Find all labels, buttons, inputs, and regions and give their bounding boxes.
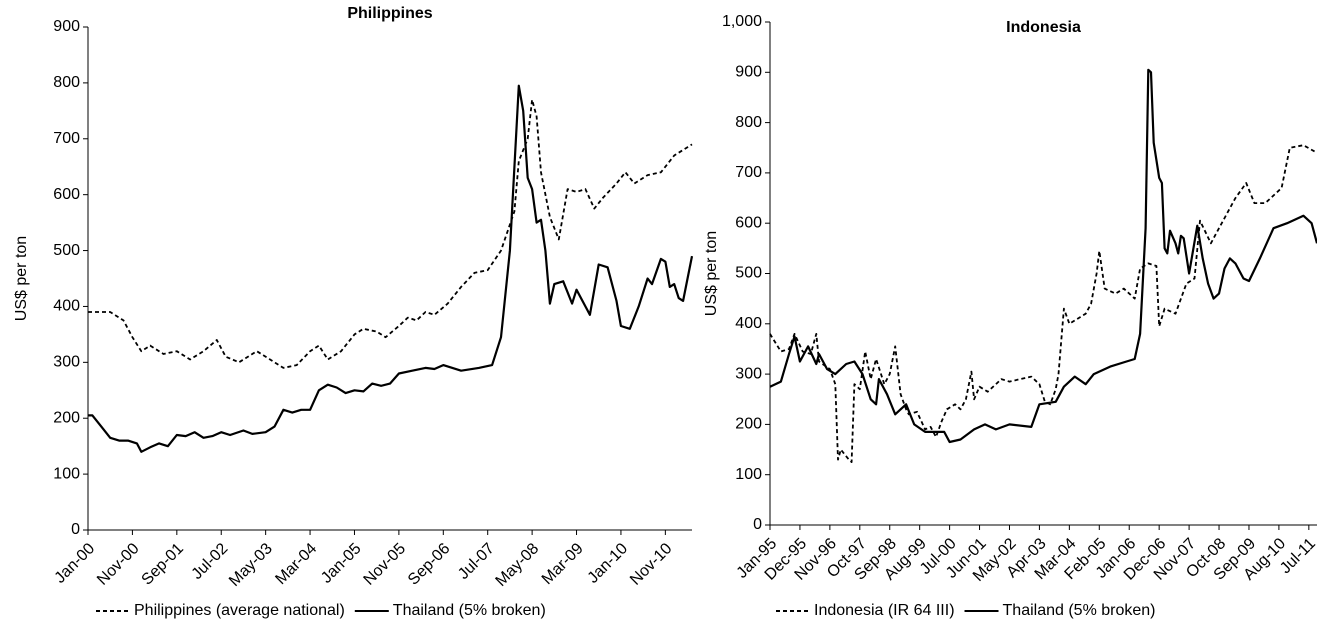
chart-title: Philippines [347, 5, 432, 22]
x-tick-label: Nov-05 [361, 540, 410, 589]
x-tick-label: Jan-10 [585, 540, 632, 587]
x-tick-label: Nov-10 [627, 540, 676, 589]
y-tick-label: 400 [53, 298, 80, 315]
y-tick-label: 500 [53, 242, 80, 259]
x-tick-label: May-08 [493, 540, 543, 590]
y-axis-label: US$ per ton [703, 231, 720, 316]
x-tick-label: Jan-05 [318, 540, 365, 587]
x-tick-label: Nov-00 [94, 540, 143, 589]
data-line [769, 68, 1317, 444]
x-tick-label: Mar-04 [272, 540, 320, 588]
y-tick-label: 0 [71, 521, 80, 538]
y-tick-label: 1,000 [722, 13, 762, 30]
y-tick-label: 900 [53, 18, 80, 35]
y-tick-label: 0 [753, 516, 762, 533]
y-tick-label: 700 [53, 130, 80, 147]
y-tick-label: 500 [735, 265, 762, 282]
data-line [88, 84, 694, 453]
y-tick-label: 800 [53, 74, 80, 91]
legend-label: Indonesia (IR 64 III) [814, 602, 955, 619]
y-tick-label: 300 [735, 365, 762, 382]
x-tick-label: Sep-01 [139, 540, 188, 589]
y-tick-label: 400 [735, 315, 762, 332]
x-tick-label: Jul-07 [455, 540, 498, 583]
y-tick-label: 200 [735, 416, 762, 433]
legend-label: Thailand (5% broken) [1003, 602, 1156, 619]
legend-label: Thailand (5% broken) [393, 602, 546, 619]
x-tick-label: Jul-02 [189, 540, 232, 583]
y-axis-label: US$ per ton [13, 236, 30, 321]
data-line [88, 98, 693, 369]
y-tick-label: 100 [53, 465, 80, 482]
y-tick-label: 800 [735, 114, 762, 131]
y-tick-label: 900 [735, 64, 762, 81]
x-tick-label: Mar-09 [539, 540, 587, 588]
data-line [769, 144, 1317, 464]
y-tick-label: 600 [735, 214, 762, 231]
y-tick-label: 300 [53, 354, 80, 371]
y-tick-label: 600 [53, 186, 80, 203]
y-tick-label: 200 [53, 409, 80, 426]
x-tick-label: Jan-00 [52, 540, 99, 587]
chart-title: Indonesia [1006, 19, 1081, 36]
y-tick-label: 700 [735, 164, 762, 181]
x-tick-label: Sep-06 [405, 540, 454, 589]
y-tick-label: 100 [735, 466, 762, 483]
legend-label: Philippines (average national) [134, 602, 345, 619]
x-tick-label: May-03 [226, 540, 276, 590]
